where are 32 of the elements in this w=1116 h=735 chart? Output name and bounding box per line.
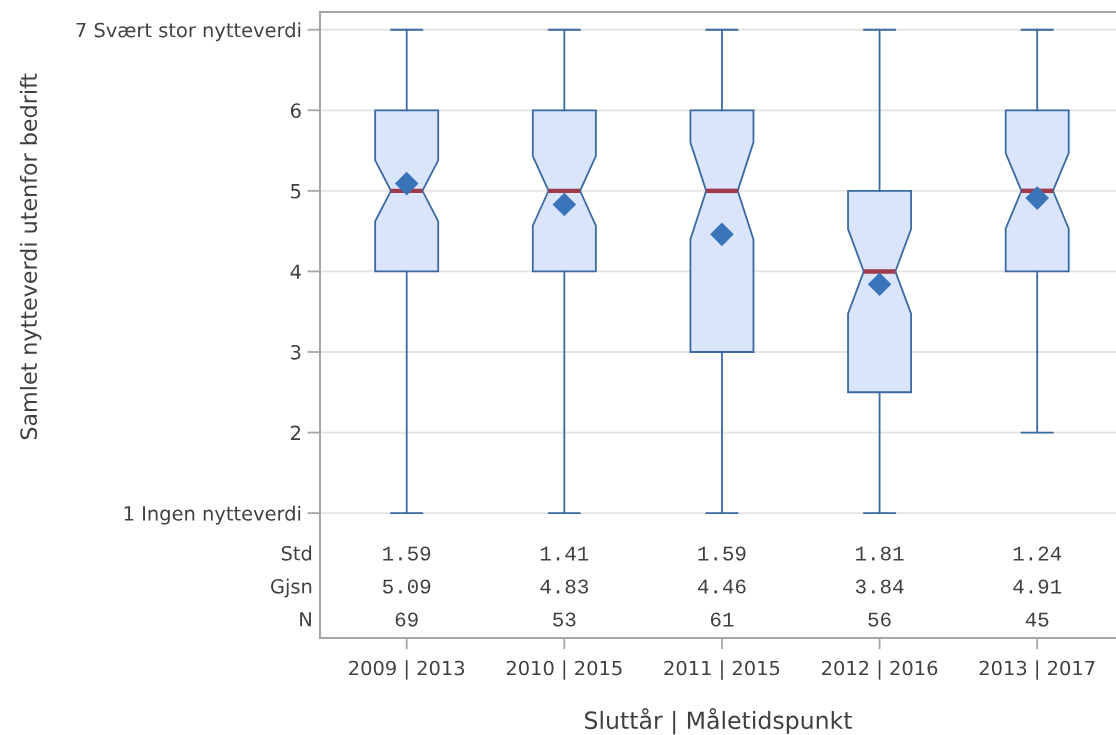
annotation: 4.91 xyxy=(1013,579,1062,594)
x-tick-label: 2009 | 2013 xyxy=(349,660,465,680)
x-tick-label: 2011 | 2015 xyxy=(664,660,780,680)
y-tick-label: 4 xyxy=(290,264,301,279)
x-tick-label: 2010 | 2015 xyxy=(506,660,622,680)
y-tick-label: 6 xyxy=(290,103,301,118)
text: Std xyxy=(281,545,312,561)
x-tick-label: 2013 | 2017 xyxy=(979,660,1095,680)
y-tick-label: 5 xyxy=(291,184,301,199)
annotation: 1.41 xyxy=(540,546,589,561)
annotation: 4.46 xyxy=(697,579,746,594)
annotation: 1.59 xyxy=(698,546,746,561)
annotation: 1.24 xyxy=(1013,546,1062,561)
annotation: 45 xyxy=(1025,612,1049,627)
annotation: 1.59 xyxy=(383,546,431,561)
annotation: 61 xyxy=(710,612,734,627)
annotation: 1.81 xyxy=(856,546,904,561)
annotation: 3.84 xyxy=(855,579,904,594)
y-tick-label: 2 xyxy=(291,425,300,440)
y-tick-label: 3 xyxy=(291,344,301,360)
annotation: 56 xyxy=(868,612,891,627)
text: N xyxy=(300,612,311,627)
y-axis-title: Samlet nytteverdi utenfor bedrift xyxy=(19,73,42,440)
y-tick-label: 1 Ingen nytteverdi xyxy=(124,505,301,525)
annotation: 4.83 xyxy=(540,579,588,594)
y-tick-label: 7 Svært stor nytteverdi xyxy=(76,22,301,42)
x-tick-label: 2012 | 2016 xyxy=(822,660,938,680)
annotation: 5.09 xyxy=(382,579,431,594)
annotation: 53 xyxy=(553,612,576,627)
annotation: 69 xyxy=(395,612,418,627)
text: Gjsn xyxy=(271,578,312,598)
x-axis-title: Sluttår | Måletidspunkt xyxy=(585,708,852,735)
